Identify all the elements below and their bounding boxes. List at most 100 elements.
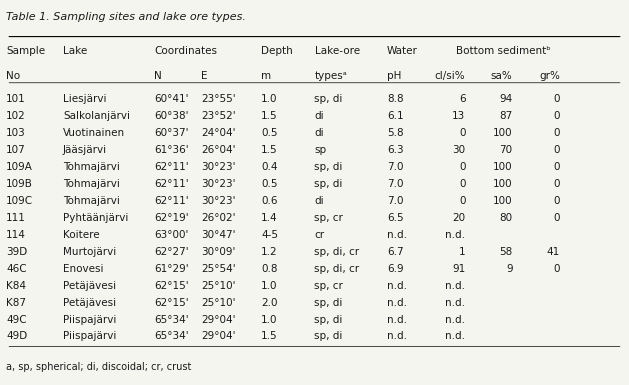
Text: sp, di: sp, di [314, 315, 343, 325]
Text: 65°34': 65°34' [154, 331, 189, 341]
Text: Piispajärvi: Piispajärvi [63, 331, 116, 341]
Text: Coordinates: Coordinates [154, 46, 217, 56]
Text: sp, di: sp, di [314, 298, 343, 308]
Text: 1: 1 [459, 247, 465, 257]
Text: n.d.: n.d. [445, 331, 465, 341]
Text: 0: 0 [459, 179, 465, 189]
Text: 111: 111 [6, 213, 26, 223]
Text: 0: 0 [554, 145, 560, 155]
Text: 26°04': 26°04' [201, 145, 236, 155]
Text: 2.0: 2.0 [261, 298, 277, 308]
Text: a, sp, spherical; di, discoidal; cr, crust: a, sp, spherical; di, discoidal; cr, cru… [6, 362, 192, 372]
Text: 6.1: 6.1 [387, 111, 403, 121]
Text: 101: 101 [6, 94, 26, 104]
Text: sp, cr: sp, cr [314, 281, 343, 291]
Text: 0: 0 [459, 196, 465, 206]
Text: sp: sp [314, 145, 326, 155]
Text: 20: 20 [452, 213, 465, 223]
Text: K84: K84 [6, 281, 26, 291]
Text: 65°34': 65°34' [154, 315, 189, 325]
Text: 109C: 109C [6, 196, 33, 206]
Text: 100: 100 [493, 162, 513, 172]
Text: 0: 0 [554, 94, 560, 104]
Text: 46C: 46C [6, 264, 27, 274]
Text: 1.2: 1.2 [261, 247, 277, 257]
Text: n.d.: n.d. [387, 298, 407, 308]
Text: Petäjävesi: Petäjävesi [63, 298, 116, 308]
Text: 7.0: 7.0 [387, 196, 403, 206]
Text: E: E [201, 71, 208, 81]
Text: 100: 100 [493, 179, 513, 189]
Text: Petäjävesi: Petäjävesi [63, 281, 116, 291]
Text: n.d.: n.d. [445, 298, 465, 308]
Text: Lake: Lake [63, 46, 87, 56]
Text: m: m [261, 71, 271, 81]
Text: 60°37': 60°37' [154, 128, 189, 138]
Text: 6.5: 6.5 [387, 213, 403, 223]
Text: 0: 0 [554, 128, 560, 138]
Text: n.d.: n.d. [387, 331, 407, 341]
Text: 62°15': 62°15' [154, 281, 189, 291]
Text: 25°54': 25°54' [201, 264, 236, 274]
Text: No: No [6, 71, 20, 81]
Text: Enovesi: Enovesi [63, 264, 103, 274]
Text: 102: 102 [6, 111, 26, 121]
Text: Lake-ore: Lake-ore [314, 46, 360, 56]
Text: 62°11': 62°11' [154, 179, 189, 189]
Text: 63°00': 63°00' [154, 230, 189, 240]
Text: 30°23': 30°23' [201, 179, 236, 189]
Text: 25°10': 25°10' [201, 281, 236, 291]
Text: Bottom sedimentᵇ: Bottom sedimentᵇ [456, 46, 551, 56]
Text: 49D: 49D [6, 331, 28, 341]
Text: sp, di: sp, di [314, 94, 343, 104]
Text: Depth: Depth [261, 46, 292, 56]
Text: 58: 58 [499, 247, 513, 257]
Text: 0.5: 0.5 [261, 179, 277, 189]
Text: 6.3: 6.3 [387, 145, 403, 155]
Text: 6.9: 6.9 [387, 264, 403, 274]
Text: 30: 30 [452, 145, 465, 155]
Text: n.d.: n.d. [445, 230, 465, 240]
Text: 87: 87 [499, 111, 513, 121]
Text: Table 1. Sampling sites and lake ore types.: Table 1. Sampling sites and lake ore typ… [6, 12, 246, 22]
Text: sp, di: sp, di [314, 162, 343, 172]
Text: 80: 80 [499, 213, 513, 223]
Text: 1.0: 1.0 [261, 94, 277, 104]
Text: sa%: sa% [491, 71, 513, 81]
Text: 0.5: 0.5 [261, 128, 277, 138]
Text: 1.5: 1.5 [261, 145, 277, 155]
Text: n.d.: n.d. [387, 230, 407, 240]
Text: cl/si%: cl/si% [435, 71, 465, 81]
Text: 0: 0 [459, 128, 465, 138]
Text: Murtojärvi: Murtojärvi [63, 247, 116, 257]
Text: gr%: gr% [539, 71, 560, 81]
Text: cr: cr [314, 230, 325, 240]
Text: Liesjärvi: Liesjärvi [63, 94, 106, 104]
Text: 61°36': 61°36' [154, 145, 189, 155]
Text: 62°27': 62°27' [154, 247, 189, 257]
Text: typesᵃ: typesᵃ [314, 71, 347, 81]
Text: 109B: 109B [6, 179, 33, 189]
Text: 0.6: 0.6 [261, 196, 277, 206]
Text: 1.0: 1.0 [261, 315, 277, 325]
Text: 29°04': 29°04' [201, 331, 236, 341]
Text: 23°52': 23°52' [201, 111, 236, 121]
Text: 23°55': 23°55' [201, 94, 236, 104]
Text: 62°11': 62°11' [154, 162, 189, 172]
Text: 0: 0 [554, 264, 560, 274]
Text: 5.8: 5.8 [387, 128, 403, 138]
Text: 0.8: 0.8 [261, 264, 277, 274]
Text: 26°02': 26°02' [201, 213, 236, 223]
Text: 6.7: 6.7 [387, 247, 403, 257]
Text: sp, cr: sp, cr [314, 213, 343, 223]
Text: 0: 0 [554, 196, 560, 206]
Text: 62°19': 62°19' [154, 213, 189, 223]
Text: Tohmajärvi: Tohmajärvi [63, 196, 120, 206]
Text: 41: 41 [547, 247, 560, 257]
Text: sp, di: sp, di [314, 331, 343, 341]
Text: 0: 0 [459, 162, 465, 172]
Text: 1.4: 1.4 [261, 213, 277, 223]
Text: n.d.: n.d. [387, 315, 407, 325]
Text: 39D: 39D [6, 247, 28, 257]
Text: 62°11': 62°11' [154, 196, 189, 206]
